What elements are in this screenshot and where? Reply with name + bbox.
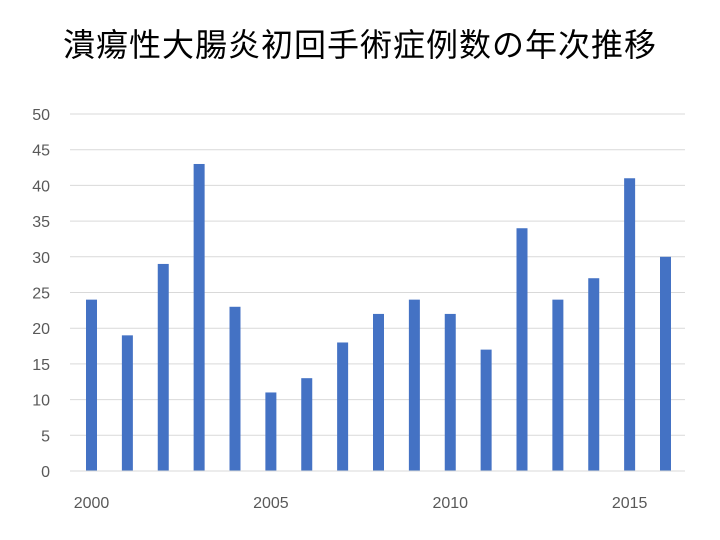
bar-2000 — [86, 299, 97, 471]
bar-2005 — [265, 392, 277, 471]
bar-2006 — [301, 378, 313, 471]
bar-2016 — [660, 256, 671, 471]
y-tick-label: 5 — [41, 428, 50, 445]
y-tick-label: 35 — [32, 214, 50, 231]
bar-2010 — [444, 313, 456, 471]
bar-2002 — [157, 263, 169, 471]
y-tick-label: 10 — [32, 393, 50, 410]
y-tick-label: 50 — [32, 107, 50, 124]
x-tick-label: 2010 — [432, 495, 468, 512]
chart-title: 潰瘍性大腸炎初回手術症例数の年次推移 — [62, 26, 657, 64]
bar-2012 — [516, 228, 528, 471]
bar-2008 — [373, 313, 384, 471]
bar-2007 — [337, 342, 349, 471]
x-tick-label: 2000 — [74, 495, 110, 512]
y-tick-label: 45 — [32, 143, 50, 160]
x-tick-label: 2005 — [253, 495, 289, 512]
x-tick-label: 2015 — [612, 495, 648, 512]
y-tick-label: 40 — [32, 178, 50, 195]
y-tick-label: 20 — [32, 321, 50, 338]
bar-2014 — [588, 278, 600, 471]
y-tick-label: 25 — [32, 286, 50, 303]
y-axis-labels: 0 5 10 15 20 25 30 35 40 45 50 — [32, 107, 50, 481]
bar-2011 — [480, 349, 492, 471]
bar-2013 — [552, 299, 564, 471]
y-tick-label: 30 — [32, 250, 50, 267]
bar-2001 — [121, 335, 133, 471]
bar-2009 — [408, 299, 420, 471]
bars — [86, 163, 671, 472]
y-tick-label: 0 — [41, 464, 50, 481]
bar-2015 — [624, 178, 636, 471]
bar-2003 — [193, 163, 205, 472]
x-axis-labels: 2000 2005 2010 2015 — [74, 495, 648, 512]
bar-2004 — [229, 306, 241, 471]
y-tick-label: 15 — [32, 357, 50, 374]
